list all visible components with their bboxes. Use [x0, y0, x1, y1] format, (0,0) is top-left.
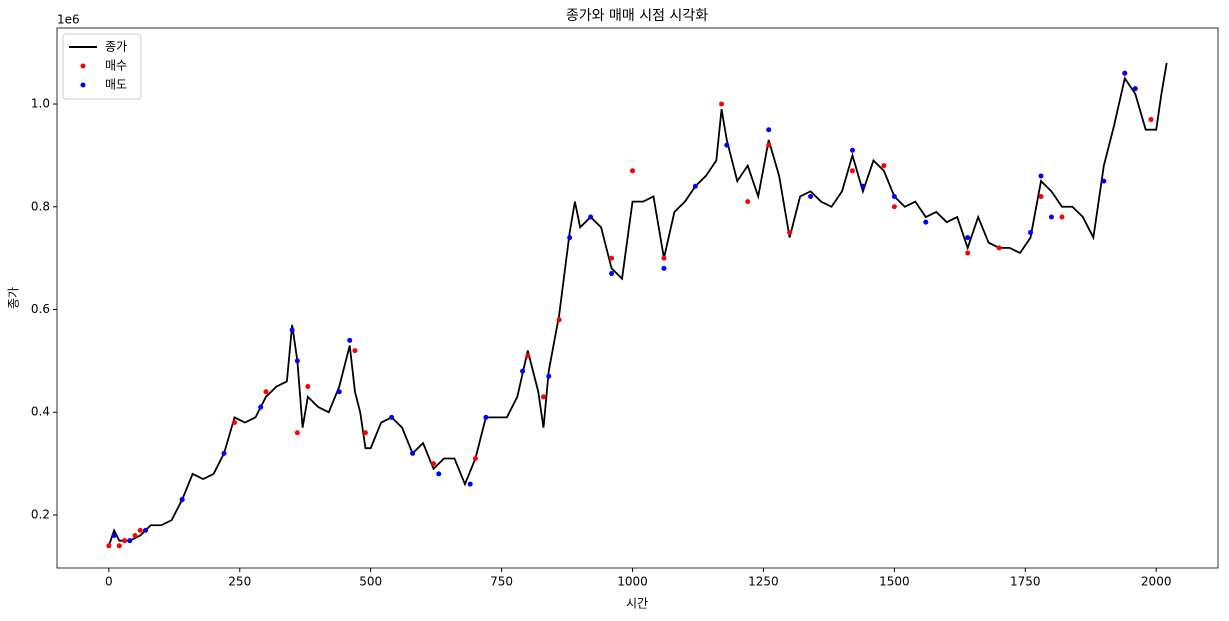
trade-point — [122, 538, 128, 544]
trade-point — [891, 204, 897, 210]
trade-point — [630, 168, 636, 174]
trade-point — [1148, 116, 1154, 122]
trade-point — [1038, 193, 1044, 199]
trade-point — [1059, 214, 1065, 220]
trade-point — [431, 461, 437, 467]
trade-point — [143, 527, 149, 533]
trade-point — [1048, 214, 1054, 220]
trade-point — [362, 430, 368, 436]
trade-point — [609, 271, 615, 277]
x-tick-label: 1500 — [879, 575, 910, 589]
trade-point — [609, 255, 615, 261]
trade-point — [221, 450, 227, 456]
y-offset-label: 1e6 — [57, 13, 80, 27]
legend-swatch — [80, 63, 86, 69]
y-tick-label: 0.6 — [31, 302, 50, 316]
x-tick-label: 250 — [228, 575, 251, 589]
trade-point — [263, 389, 269, 395]
legend-swatch — [80, 82, 86, 88]
y-tick-label: 0.8 — [31, 199, 50, 213]
trade-point — [258, 404, 264, 410]
trade-point — [567, 235, 573, 241]
trade-point — [540, 394, 546, 400]
trade-point — [137, 527, 143, 533]
trade-point — [289, 327, 295, 333]
trade-point — [179, 497, 185, 503]
trade-point — [692, 183, 698, 189]
trade-point — [1038, 173, 1044, 179]
x-tick-label: 1000 — [617, 575, 648, 589]
legend-label: 종가 — [105, 40, 127, 54]
trade-point — [546, 373, 552, 379]
legend-label: 매도 — [105, 78, 127, 92]
trade-point — [410, 450, 416, 456]
trade-point — [232, 420, 238, 426]
legend-box — [62, 33, 142, 100]
trade-point — [1132, 86, 1138, 92]
trade-point — [661, 255, 667, 261]
trade-point — [965, 250, 971, 256]
x-tick-label: 750 — [490, 575, 513, 589]
legend-label: 매수 — [105, 59, 127, 73]
trade-point — [588, 214, 594, 220]
trade-point — [996, 245, 1002, 251]
x-tick-label: 1250 — [748, 575, 779, 589]
x-axis-label: 시간 — [626, 597, 648, 611]
y-tick-label: 1.0 — [31, 97, 50, 111]
y-axis-label: 종가 — [7, 287, 21, 309]
trade-point — [661, 265, 667, 271]
chart-title: 종가와 매매 시점 시각화 — [566, 8, 708, 24]
trade-point — [347, 337, 353, 343]
trade-point — [719, 101, 725, 107]
y-tick-label: 0.4 — [31, 405, 50, 419]
x-tick-label: 2000 — [1141, 575, 1172, 589]
trade-point — [745, 199, 751, 205]
trade-point — [483, 414, 489, 420]
trade-point — [923, 219, 929, 225]
trade-point — [881, 163, 887, 169]
trade-point — [352, 348, 358, 354]
trade-point — [860, 183, 866, 189]
trade-point — [787, 229, 793, 235]
trade-point — [965, 235, 971, 241]
x-tick-label: 0 — [105, 575, 113, 589]
trade-point — [467, 481, 473, 487]
y-tick-label: 0.2 — [31, 507, 50, 521]
trade-point — [766, 142, 772, 148]
trade-point — [127, 538, 133, 544]
trade-point — [336, 389, 342, 395]
trade-point — [132, 533, 138, 539]
trade-point — [724, 142, 730, 148]
trade-point — [849, 147, 855, 153]
trade-point — [1122, 70, 1128, 76]
price-line — [107, 62, 1168, 547]
trade-point — [556, 317, 562, 323]
trade-point — [106, 543, 112, 549]
trade-point — [294, 358, 300, 364]
trade-point — [1028, 229, 1034, 235]
trade-point — [849, 168, 855, 174]
trade-point — [116, 543, 122, 549]
x-tick-label: 1750 — [1010, 575, 1041, 589]
trade-point — [1101, 178, 1107, 184]
trade-point — [766, 127, 772, 133]
trade-point — [472, 455, 478, 461]
x-tick-label: 500 — [359, 575, 382, 589]
trade-point — [520, 368, 526, 374]
trade-point — [294, 430, 300, 436]
trade-point — [808, 193, 814, 199]
trade-point — [305, 384, 311, 390]
trade-point — [891, 193, 897, 199]
trade-point — [525, 353, 531, 359]
trade-point — [436, 471, 442, 477]
trade-point — [389, 414, 395, 420]
trade-point — [111, 533, 117, 539]
plot-frame — [56, 27, 1219, 569]
